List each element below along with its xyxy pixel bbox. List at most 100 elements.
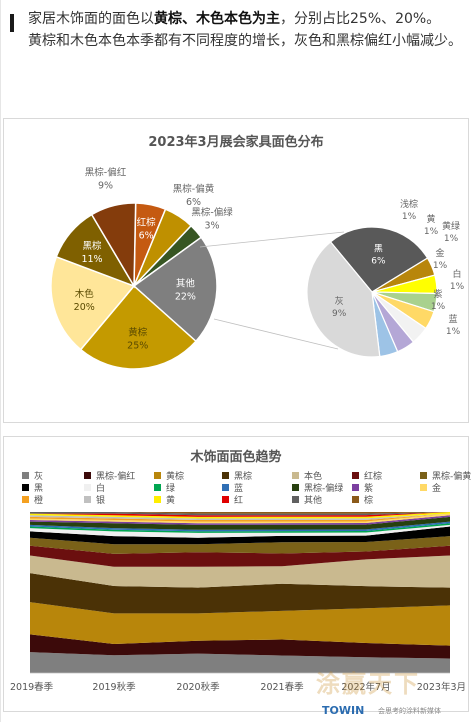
sub-pie-label-name: 黄绿 [442, 220, 460, 232]
intro-text-a: 家居木饰面的面色以 [28, 11, 154, 27]
legend-item-白: 白 [84, 483, 105, 495]
intro-text-bold: 黄棕、木色本色为主 [154, 11, 280, 27]
pie-label-name: 黄棕 [128, 326, 148, 338]
area-series-棕 [30, 512, 450, 514]
pie-label-value: 25% [127, 340, 148, 351]
stacked-area-chart: 2019春季 2019秋季 2020秋季 2021春季 2022年7月 2023年3月 [10, 512, 466, 693]
sub-pie-label-name: 金 [435, 247, 444, 259]
area-series-紫 [30, 515, 450, 525]
legend-label: 黄 [166, 496, 176, 506]
legend-item-黑棕-偏红: 黑棕-偏红 [84, 471, 135, 483]
area-series-本色 [30, 555, 450, 588]
legend-swatch [292, 484, 299, 491]
legend-item-黄棕: 黄棕 [154, 471, 184, 483]
area-series-黑棕 [30, 573, 450, 614]
sub-pie-label-name: 蓝 [448, 313, 457, 325]
legend-label: 黑棕-偏绿 [304, 484, 344, 494]
area-chart-card: 木饰面面色趋势 灰黑棕-偏红 黄棕 黑棕 本色 红棕 黑棕-偏黄黑白绿蓝黑棕-偏绿紫金橙银… [3, 436, 471, 712]
pie-chart-card: 2023年3月展会家具面色分布 红棕 6% 黑棕-偏黄 6% 黑棕-偏绿 3% 其他 22% 黄… [3, 118, 469, 423]
legend-label: 黑 [34, 484, 44, 494]
sub-pie-label-value: 1% [446, 327, 461, 337]
legend-item-蓝: 蓝 [222, 483, 243, 495]
pie-chart-title: 2023年3月展会家具面色分布 [148, 135, 324, 150]
legend-label: 棕 [364, 496, 374, 506]
legend-item-银: 银 [84, 495, 105, 507]
x-tick-label: 2019春季 [10, 681, 54, 693]
legend-swatch [352, 472, 359, 479]
pie-slice-黄棕 [79, 284, 197, 370]
pie-label-value: 6% [139, 230, 154, 241]
connector-line-bottom [213, 318, 339, 350]
legend-label: 黑棕-偏黄 [432, 472, 472, 482]
pie-label-name: 红棕 [137, 216, 157, 228]
legend-label: 紫 [364, 484, 374, 494]
legend-swatch [352, 496, 359, 503]
legend-item-黑: 黑 [22, 483, 43, 495]
x-tick-label: 2022年7月 [341, 681, 390, 693]
section-marker [10, 14, 14, 32]
area-series-灰 [30, 652, 450, 673]
legend-label: 橙 [34, 496, 44, 506]
area-series-黑棕-偏黄 [30, 536, 450, 554]
x-tick-label: 2019秋季 [92, 681, 136, 693]
area-series-金 [30, 513, 450, 524]
area-series-黄棕 [30, 602, 450, 646]
footer-tagline: 会思考的涂料新媒体 [378, 707, 441, 715]
pie-label-value: 22% [175, 292, 196, 303]
legend-label: 银 [96, 496, 106, 506]
legend-swatch [84, 484, 91, 491]
legend-swatch [222, 484, 229, 491]
legend-label: 黑棕 [234, 472, 253, 482]
pie-slice-其他 [132, 236, 218, 343]
pie-label-name: 黑棕-偏红 [85, 167, 127, 179]
legend-swatch [292, 472, 299, 479]
pie-label-name: 黑棕-偏绿 [191, 207, 233, 219]
pie-label-name: 黑棕 [83, 240, 103, 252]
legend-item-橙: 橙 [22, 495, 43, 507]
area-series-其他 [30, 512, 450, 516]
sub-pie-label-name: 灰 [335, 295, 344, 307]
x-tick-label: 2023年3月 [417, 681, 466, 693]
area-series-黑棕-偏绿 [30, 516, 450, 530]
pie-label-value: 20% [74, 302, 95, 313]
area-series-绿 [30, 523, 450, 533]
legend-label: 蓝 [234, 484, 244, 494]
legend-label: 其他 [304, 496, 323, 506]
legend-item-黄: 黄 [154, 495, 175, 507]
sub-pie-label-value: 1% [433, 261, 448, 271]
sub-pie-label-value: 1% [450, 282, 465, 292]
area-series-黄 [30, 512, 450, 519]
legend-swatch [154, 472, 161, 479]
pie-slice-黑棕-偏红 [90, 202, 137, 289]
watermark: 涂赢天下 [316, 670, 420, 698]
left-border [0, 0, 1, 722]
intro-text-c: ，分别占比25%、20%。 [280, 11, 441, 27]
pie-label-value: 3% [205, 221, 220, 232]
footer-brand: TOWIN [322, 704, 365, 717]
legend-swatch [22, 472, 29, 479]
sub-pie-label-value: 1% [424, 227, 439, 237]
legend-label: 红 [234, 496, 244, 506]
sub-pie-label-value: 9% [332, 309, 347, 319]
sub-pie-slice-黑 [329, 226, 429, 293]
legend-item-红棕: 红棕 [352, 471, 382, 483]
intro-section: 家居木饰面的面色以黄棕、木色本色为主，分别占比25%、20%。 黄棕和木色本色本季… [0, 0, 472, 105]
legend-swatch [154, 496, 161, 503]
area-series-白 [30, 524, 450, 538]
legend-swatch [22, 496, 29, 503]
legend-label: 绿 [166, 484, 176, 494]
legend-item-绿: 绿 [154, 483, 175, 495]
area-series-橙 [30, 513, 450, 522]
legend-swatch [222, 496, 229, 503]
pie-label-value: 11% [81, 254, 102, 265]
legend-label: 金 [432, 484, 442, 494]
area-series-银 [30, 513, 450, 521]
legend-item-黑棕-偏黄: 黑棕-偏黄 [420, 471, 471, 483]
legend-label: 灰 [34, 472, 44, 482]
sub-pie-label-value: 1% [402, 212, 417, 222]
connector-line-top [199, 231, 345, 248]
legend-item-金: 金 [420, 483, 441, 495]
pie-label-name: 黑棕-偏黄 [173, 183, 214, 195]
legend-item-灰: 灰 [22, 471, 43, 483]
area-series-黑 [30, 526, 450, 545]
